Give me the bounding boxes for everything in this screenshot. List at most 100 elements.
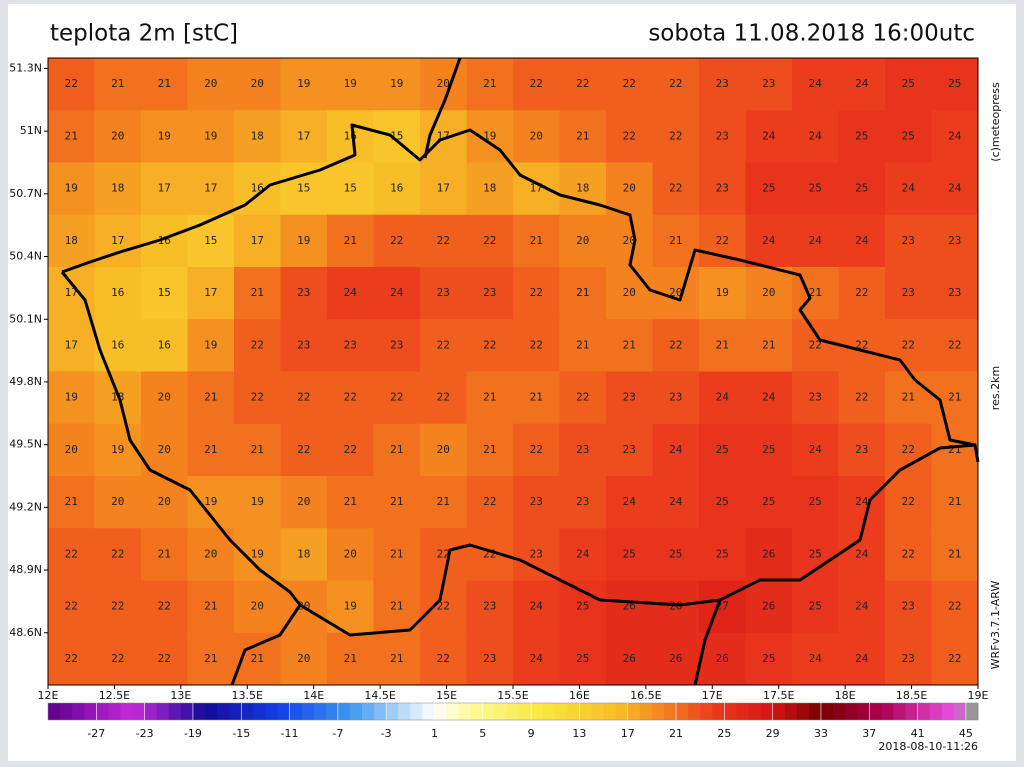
temperature-cell <box>559 580 607 634</box>
temperature-value: 22 <box>669 77 682 90</box>
colorbar-swatch <box>422 703 435 720</box>
temperature-value: 15 <box>297 182 310 195</box>
temperature-value: 19 <box>65 391 78 404</box>
temperature-cell <box>513 267 560 320</box>
colorbar-swatch <box>531 703 544 720</box>
temperature-value: 22 <box>530 77 543 90</box>
temperature-cell <box>652 319 700 372</box>
temperature-cell <box>513 371 560 425</box>
colorbar-swatch <box>325 703 339 720</box>
temperature-cell <box>373 162 421 216</box>
temperature-value: 23 <box>623 443 636 456</box>
temperature-value: 22 <box>390 391 403 404</box>
temperature-cell <box>187 423 235 477</box>
temperature-value: 26 <box>762 600 775 613</box>
temperature-cell <box>606 58 653 111</box>
temperature-value: 22 <box>158 600 171 613</box>
colorbar-swatch <box>482 703 496 720</box>
temperature-value: 24 <box>948 182 962 195</box>
temperature-value: 23 <box>623 391 636 404</box>
x-tick-label: 19E <box>968 689 989 702</box>
temperature-cell <box>327 267 374 320</box>
colorbar-swatch <box>712 703 725 720</box>
temperature-cell <box>559 371 607 425</box>
temperature-cell <box>652 528 700 581</box>
temperature-value: 24 <box>669 443 683 456</box>
temperature-cell <box>838 214 886 268</box>
temperature-value: 22 <box>111 600 124 613</box>
temperature-cell <box>48 476 95 529</box>
temperature-value: 22 <box>437 391 450 404</box>
temperature-value: 24 <box>669 495 683 508</box>
temperature-value: 22 <box>437 338 450 351</box>
temperature-cell <box>931 267 979 320</box>
colorbar-swatch <box>603 703 617 720</box>
temperature-cell <box>792 528 839 581</box>
temperature-value: 20 <box>65 443 78 456</box>
temperature-cell <box>48 319 95 372</box>
colorbar-label: 5 <box>479 727 486 740</box>
temperature-value: 24 <box>855 495 869 508</box>
colorbar-swatch <box>410 703 423 720</box>
temperature-cell <box>327 476 374 529</box>
colorbar-swatch <box>833 703 846 720</box>
temperature-cell <box>373 319 421 372</box>
temperature-value: 19 <box>204 338 217 351</box>
colorbar-label: 45 <box>959 727 973 740</box>
temperature-cell <box>792 58 839 111</box>
colorbar-swatch <box>893 703 906 720</box>
colorbar-swatch <box>772 703 786 720</box>
temperature-cell <box>792 632 839 686</box>
colorbar-swatch <box>434 703 447 720</box>
temperature-cell <box>513 162 560 216</box>
temperature-value: 21 <box>158 547 171 560</box>
x-tick-label: 18.5E <box>896 689 927 702</box>
temperature-cell <box>885 580 932 634</box>
temperature-cell <box>745 423 793 477</box>
temperature-value: 17 <box>204 182 217 195</box>
temperature-cell <box>280 528 328 581</box>
temperature-cell <box>94 110 142 163</box>
colorbar-swatch <box>168 703 182 720</box>
y-tick-label: 50.1N <box>9 312 42 325</box>
colorbar-label: 1 <box>431 727 438 740</box>
temperature-cell <box>280 476 328 529</box>
temperature-value: 22 <box>948 652 961 665</box>
temperature-value: 25 <box>902 129 915 142</box>
temperature-cell <box>234 214 281 268</box>
colorbar-swatch <box>929 703 943 720</box>
temperature-cell <box>931 162 979 216</box>
border-line <box>693 443 976 686</box>
temperature-value: 21 <box>762 338 775 351</box>
colorbar-swatch <box>132 703 146 720</box>
temperature-cell <box>420 528 467 581</box>
temperature-value: 19 <box>483 129 496 142</box>
colorbar-label: 29 <box>766 727 780 740</box>
temperature-value: 22 <box>344 391 357 404</box>
temperature-cell <box>466 476 514 529</box>
temperature-cell <box>745 371 793 425</box>
temperature-value: 22 <box>251 391 264 404</box>
temperature-value: 26 <box>762 547 775 560</box>
temperature-cell <box>792 110 839 163</box>
temperature-value: 25 <box>716 495 729 508</box>
run-time: 2018-08-10-11:26 <box>878 740 978 753</box>
temperature-cell <box>745 476 793 529</box>
temperature-cell <box>234 528 281 581</box>
y-tick-label: 50.4N <box>9 250 42 263</box>
temperature-value: 22 <box>576 391 589 404</box>
temperature-value: 21 <box>344 495 357 508</box>
temperature-value: 19 <box>344 77 357 90</box>
temperature-value: 20 <box>158 391 171 404</box>
temperature-value: 22 <box>902 547 915 560</box>
temperature-cell <box>559 110 607 163</box>
colorbar-swatch <box>458 703 472 720</box>
temperature-value: 25 <box>809 182 822 195</box>
temperature-value: 23 <box>855 443 868 456</box>
colorbar-label: -11 <box>281 727 299 740</box>
colorbar-frame <box>47 702 979 721</box>
temperature-cell <box>606 528 653 581</box>
colorbar-swatch <box>857 703 870 720</box>
temperature-cell <box>652 58 700 111</box>
